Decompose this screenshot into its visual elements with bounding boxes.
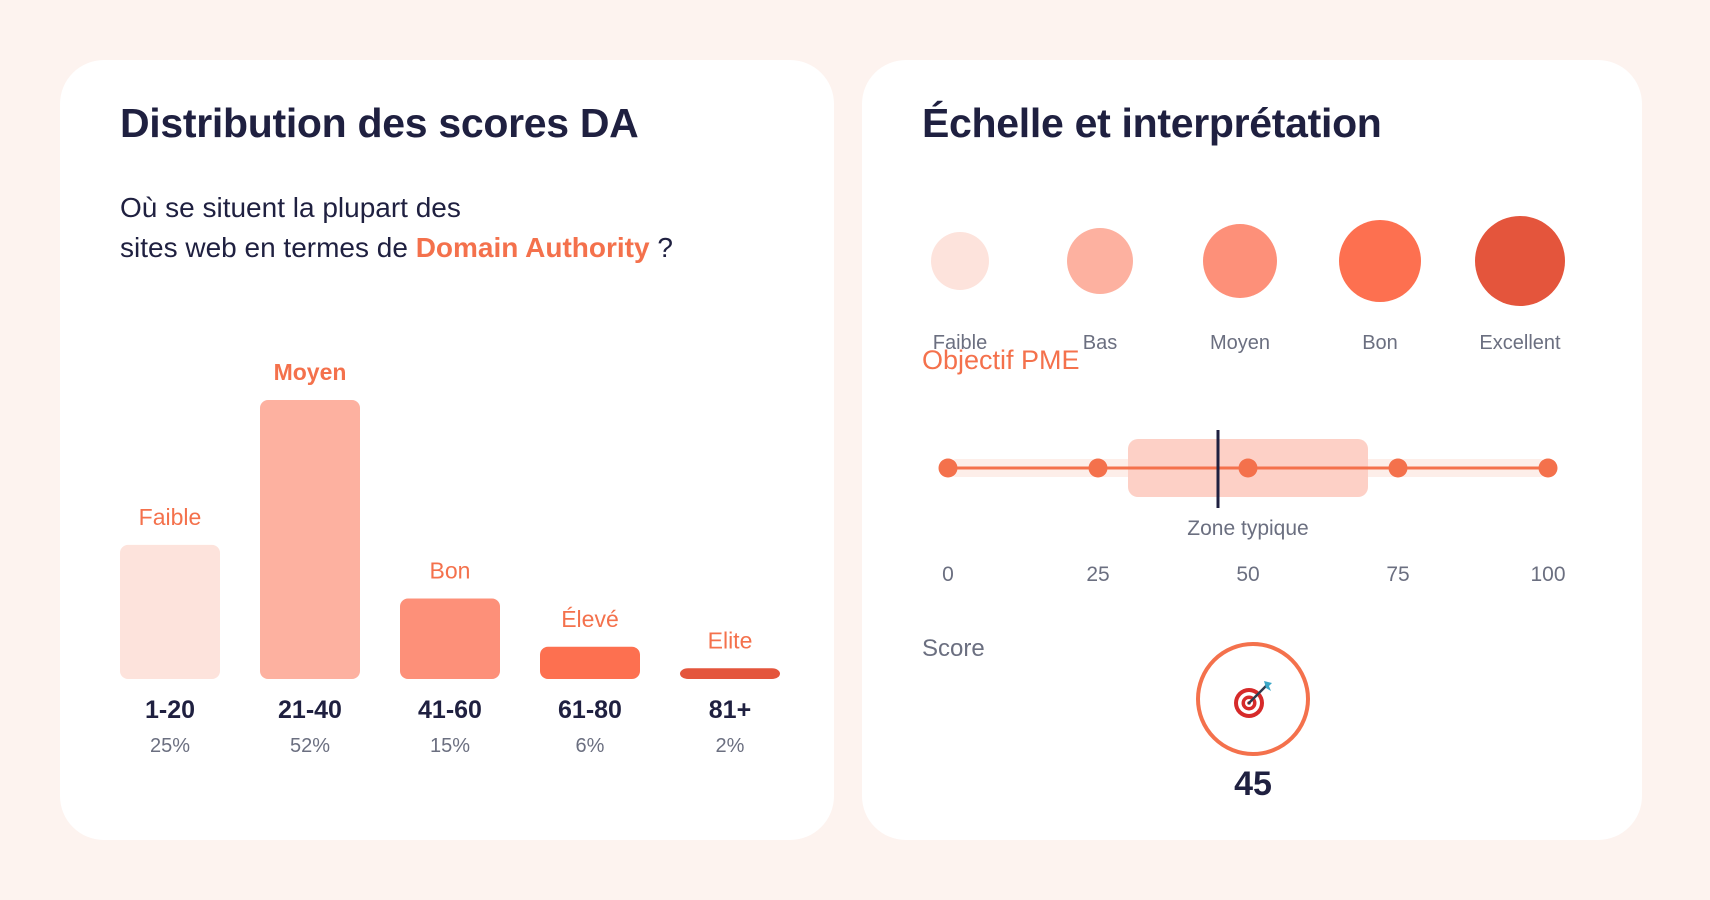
- scale-dot: [931, 232, 989, 290]
- bar-81+: [680, 668, 780, 679]
- percent-label: 25%: [150, 735, 190, 757]
- scale-item-bas: Bas: [1030, 175, 1170, 365]
- scale-title: Échelle et interprétation: [922, 100, 1382, 146]
- tick-label: 50: [1236, 563, 1259, 586]
- scale-item-faible: Faible: [890, 175, 1030, 365]
- da-distribution-bar-chart: Faible 1-20 25% Moyen 21-40 52% Bon 41-60 15% Éle…: [120, 359, 780, 757]
- subtitle-suffix: ?: [649, 232, 673, 263]
- scale-dot: [1339, 220, 1421, 302]
- bar-label: Faible: [139, 504, 202, 530]
- scale-item-bon: Bon: [1310, 175, 1450, 365]
- range-point-0: [938, 458, 958, 478]
- scale-dot: [1475, 216, 1565, 306]
- bar-21-40: [260, 400, 360, 679]
- subtitle-accent: Domain Authority: [415, 232, 650, 263]
- subtitle-prefix: sites web en termes de: [120, 232, 416, 263]
- percent-label: 15%: [430, 735, 470, 757]
- range-point-50: [1238, 458, 1258, 478]
- bar-61-80: [540, 646, 640, 679]
- zone-label: Zone typique: [1187, 517, 1308, 540]
- scale-dot: [1067, 228, 1133, 294]
- scale-label: Faible: [932, 332, 988, 354]
- score-label: Score: [922, 635, 985, 662]
- tick-label: 25: [1086, 563, 1109, 586]
- objectif-label: Objectif PME: [922, 345, 1080, 375]
- bar-label: Moyen: [274, 359, 347, 385]
- category-label: 1-20: [145, 696, 195, 724]
- range-point-25: [1088, 458, 1108, 478]
- tick-label: 0: [942, 563, 954, 586]
- bar-label: Bon: [430, 558, 471, 584]
- tick-label: 100: [1530, 563, 1565, 586]
- percent-label: 6%: [576, 735, 605, 757]
- scale-label: Excellent: [1479, 332, 1561, 354]
- scale-label: Bas: [1082, 332, 1118, 354]
- scale-legend: Faible Bas Moyen Bon Excellent: [914, 175, 1594, 365]
- scale-label: Bon: [1362, 332, 1398, 354]
- scale-item-moyen: Moyen: [1170, 175, 1310, 365]
- bar-1-20: [120, 544, 220, 679]
- bar-label: Elite: [708, 627, 753, 653]
- distribution-subtitle: Où se situent la plupart des sites web e…: [120, 188, 673, 268]
- scale-label: Moyen: [1209, 332, 1271, 354]
- percent-label: 2%: [716, 735, 745, 757]
- subtitle-line-1: Où se situent la plupart des: [120, 192, 461, 223]
- scale-item-excellent: Excellent: [1450, 175, 1590, 365]
- category-label: 41-60: [418, 696, 482, 724]
- distribution-card: Distribution des scores DA Où se situent…: [60, 60, 834, 840]
- tick-label: 75: [1386, 563, 1409, 586]
- objectif-range-chart: 0 25 50 75 100 Zone typique: [938, 430, 1566, 586]
- target-icon: [1234, 681, 1272, 718]
- subtitle-line-2: sites web en termes de Domain Authority …: [120, 228, 673, 268]
- bar-41-60: [400, 598, 500, 679]
- percent-label: 52%: [290, 735, 330, 757]
- category-label: 81+: [709, 696, 751, 724]
- range-point-75: [1388, 458, 1408, 478]
- category-label: 21-40: [278, 696, 342, 724]
- score-value: 45: [1234, 765, 1272, 803]
- category-label: 61-80: [558, 696, 622, 724]
- score-ring: [1196, 642, 1310, 756]
- distribution-title: Distribution des scores DA: [120, 100, 639, 146]
- scale-dot: [1203, 224, 1277, 298]
- bar-label: Élevé: [561, 606, 619, 632]
- scale-card: Échelle et interprétation Faible Bas Moyen…: [862, 60, 1642, 840]
- range-point-100: [1538, 458, 1558, 478]
